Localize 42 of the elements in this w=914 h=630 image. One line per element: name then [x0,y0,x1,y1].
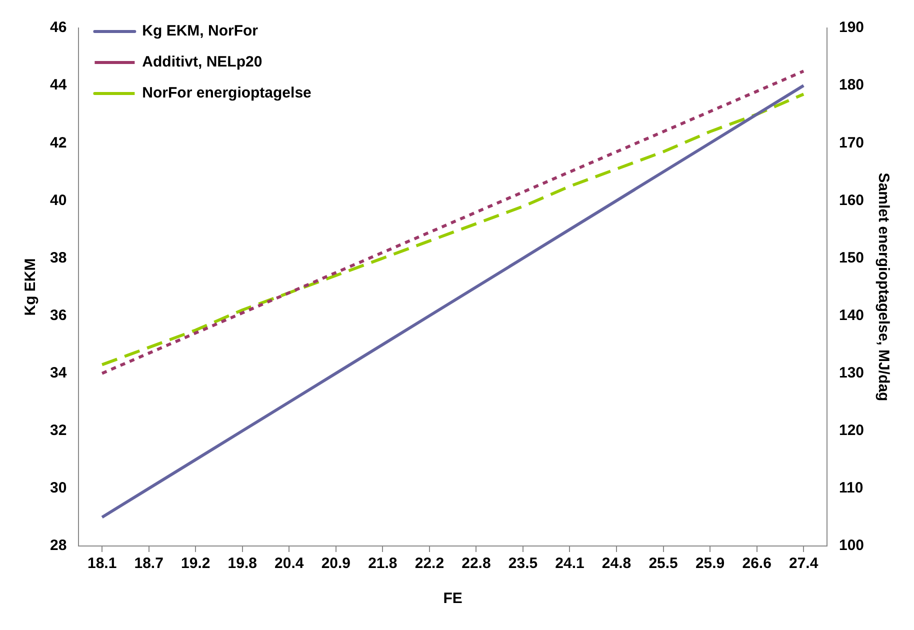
y2-tick-label: 110 [838,480,864,497]
y-tick-label: 36 [50,306,67,324]
y-tick-label: 28 [50,537,67,554]
y2-tick-label: 130 [838,364,864,382]
x-tick-label: 26.6 [742,555,772,572]
x-tick-label: 22.8 [462,555,491,572]
y-tick-label: 40 [50,192,67,209]
x-tick-label: 18.7 [134,555,164,572]
y2-tick-label: 160 [838,192,864,209]
y2-tick-label: 180 [838,76,864,94]
y-tick-label: 32 [50,422,67,440]
y2-tick-label: 150 [838,249,864,266]
x-tick-label: 27.4 [788,555,819,572]
y2-axis-title: Samlet energioptagelse, MJ/dag [874,172,892,402]
x-tick-label: 19.2 [181,555,210,572]
y2-tick-label: 100 [838,537,864,554]
x-tick-label: 25.9 [695,555,725,572]
y2-tick-label: 120 [838,422,864,440]
y-tick-label: 30 [50,480,67,497]
x-tick-label: 24.1 [555,555,584,572]
x-tick-label: 24.8 [602,555,632,572]
y-tick-label: 44 [50,76,68,94]
x-tick-label: 20.9 [321,555,351,572]
y2-tick-label: 190 [838,19,864,36]
y2-tick-label: 140 [838,306,864,324]
y-tick-label: 38 [50,249,67,266]
y-tick-label: 42 [50,134,67,152]
x-tick-label: 22.2 [414,555,444,572]
x-tick-label: 23.5 [508,555,538,572]
x-tick-label: 20.4 [274,555,304,572]
y-tick-label: 34 [50,364,68,382]
legend-label: Kg EKM, NorFor [142,22,258,40]
x-tick-label: 19.8 [228,555,257,572]
legend-label: Additivt, NELp20 [142,54,262,71]
y-tick-label: 46 [50,19,67,36]
y-axis-title: Kg EKM [22,258,40,316]
x-tick-label: 18.1 [87,555,117,572]
legend-label: NorFor energioptagelse [142,84,312,102]
x-axis-title: FE [443,590,462,608]
x-tick-label: 21.8 [368,555,398,572]
x-tick-label: 25.5 [648,555,678,572]
y2-tick-label: 170 [838,134,864,152]
